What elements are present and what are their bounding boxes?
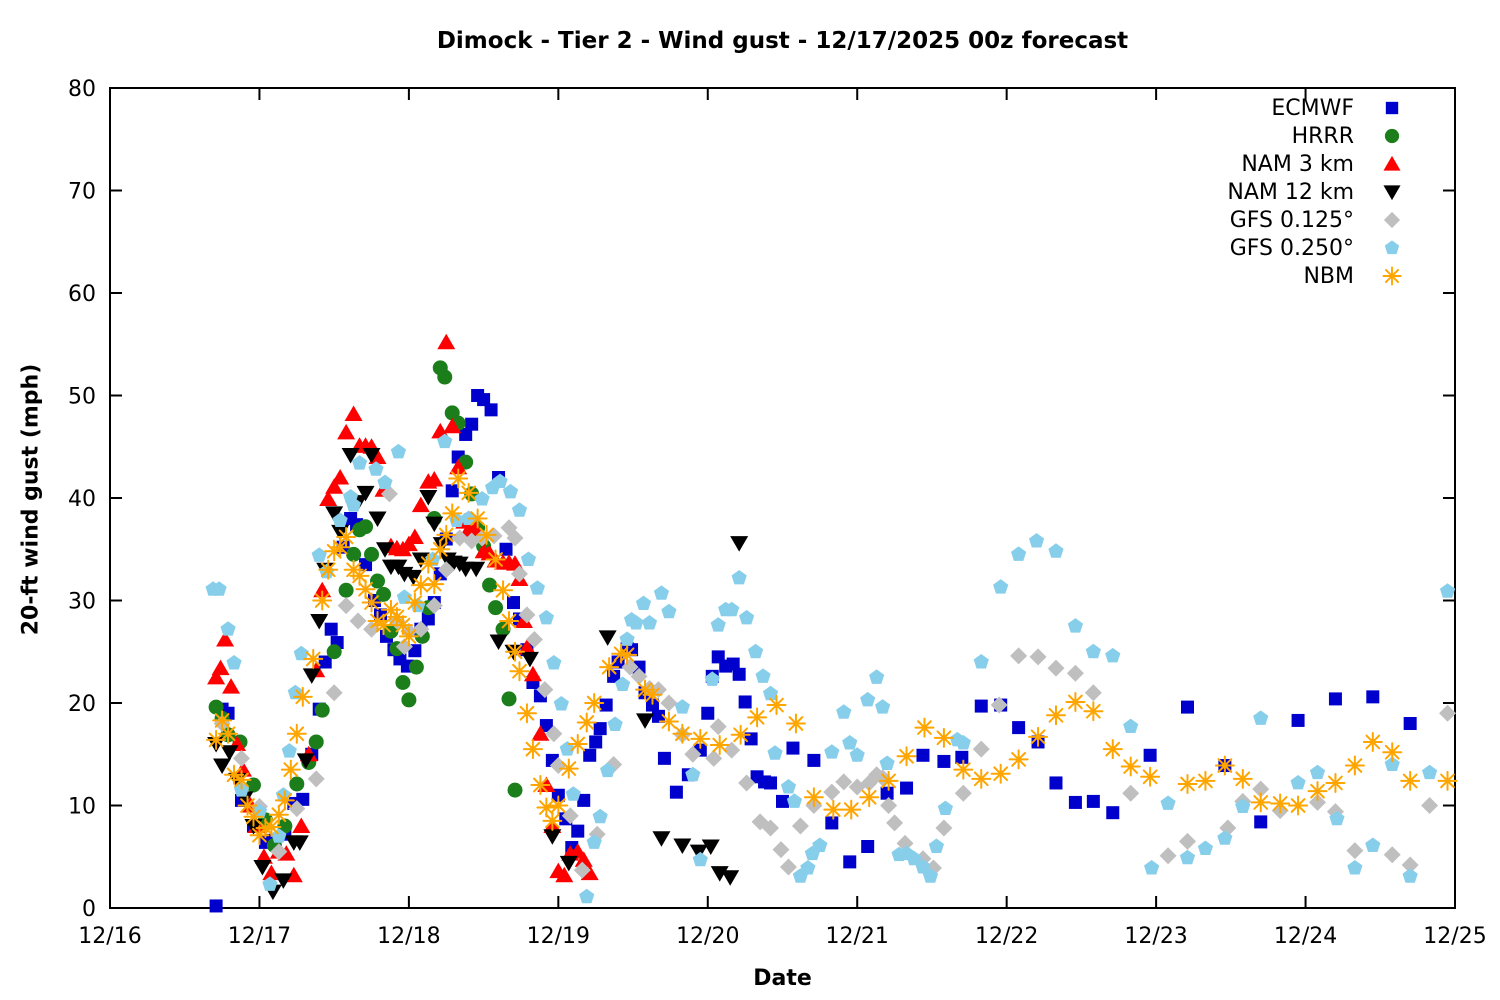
x-tick-label: 12/23 (1124, 924, 1187, 949)
square-marker-icon (1385, 101, 1399, 115)
y-tick-label: 0 (82, 897, 96, 922)
series-nam-3-km (207, 333, 599, 883)
x-tick-label: 12/18 (377, 924, 440, 949)
x-tick-label: 12/24 (1274, 924, 1337, 949)
x-tick-label: 12/16 (78, 924, 141, 949)
circle-marker-icon (1384, 128, 1400, 144)
y-tick-label: 40 (68, 487, 96, 512)
asterisk-marker-icon (1382, 266, 1402, 286)
legend-label: ECMWF (1271, 95, 1354, 121)
y-tick-label: 20 (68, 692, 96, 717)
x-tick-label: 12/21 (826, 924, 889, 949)
legend-label: NAM 12 km (1227, 179, 1354, 205)
series-hrrr (208, 360, 523, 853)
y-tick-label: 70 (68, 180, 96, 205)
y-axis-label: 20-ft wind gust (mph) (18, 363, 44, 636)
series-gfs-0-250- (205, 433, 1456, 904)
legend-label: GFS 0.250° (1229, 235, 1354, 261)
y-tick-label: 80 (68, 77, 96, 102)
legend-label: GFS 0.125° (1229, 207, 1354, 233)
y-tick-label: 50 (68, 385, 96, 410)
triangle-down-marker-icon (1383, 185, 1401, 201)
x-tick-label: 12/20 (676, 924, 739, 949)
chart-title: Dimock - Tier 2 - Wind gust - 12/17/2025… (436, 28, 1129, 54)
legend: ECMWF HRRR NAM 3 km NAM 12 km GFS 0.125° GFS … (1227, 94, 1412, 290)
legend-item-hrrr: HRRR (1227, 122, 1412, 150)
y-tick-label: 60 (68, 282, 96, 307)
legend-label: NAM 3 km (1241, 151, 1354, 177)
x-tick-label: 12/22 (975, 924, 1038, 949)
legend-item-nam-3-km: NAM 3 km (1227, 150, 1412, 178)
x-axis-label: Date (753, 966, 812, 991)
y-tick-label: 30 (68, 590, 96, 615)
x-tick-label: 12/25 (1423, 924, 1486, 949)
y-tick-label: 10 (68, 795, 96, 820)
legend-item-gfs-0-125-: GFS 0.125° (1227, 206, 1412, 234)
legend-item-ecmwf: ECMWF (1227, 94, 1412, 122)
legend-label: HRRR (1291, 123, 1354, 149)
pentagon-marker-icon (1384, 240, 1400, 255)
x-tick-label: 12/19 (527, 924, 590, 949)
triangle-up-marker-icon (1383, 155, 1401, 171)
legend-item-nam-12-km: NAM 12 km (1227, 178, 1412, 206)
series-nbm (206, 468, 1458, 846)
legend-label: NBM (1303, 263, 1354, 289)
x-tick-label: 12/17 (228, 924, 291, 949)
legend-item-gfs-0-250-: GFS 0.250° (1227, 234, 1412, 262)
legend-item-nbm: NBM (1227, 262, 1412, 290)
diamond-marker-icon (1383, 211, 1401, 229)
